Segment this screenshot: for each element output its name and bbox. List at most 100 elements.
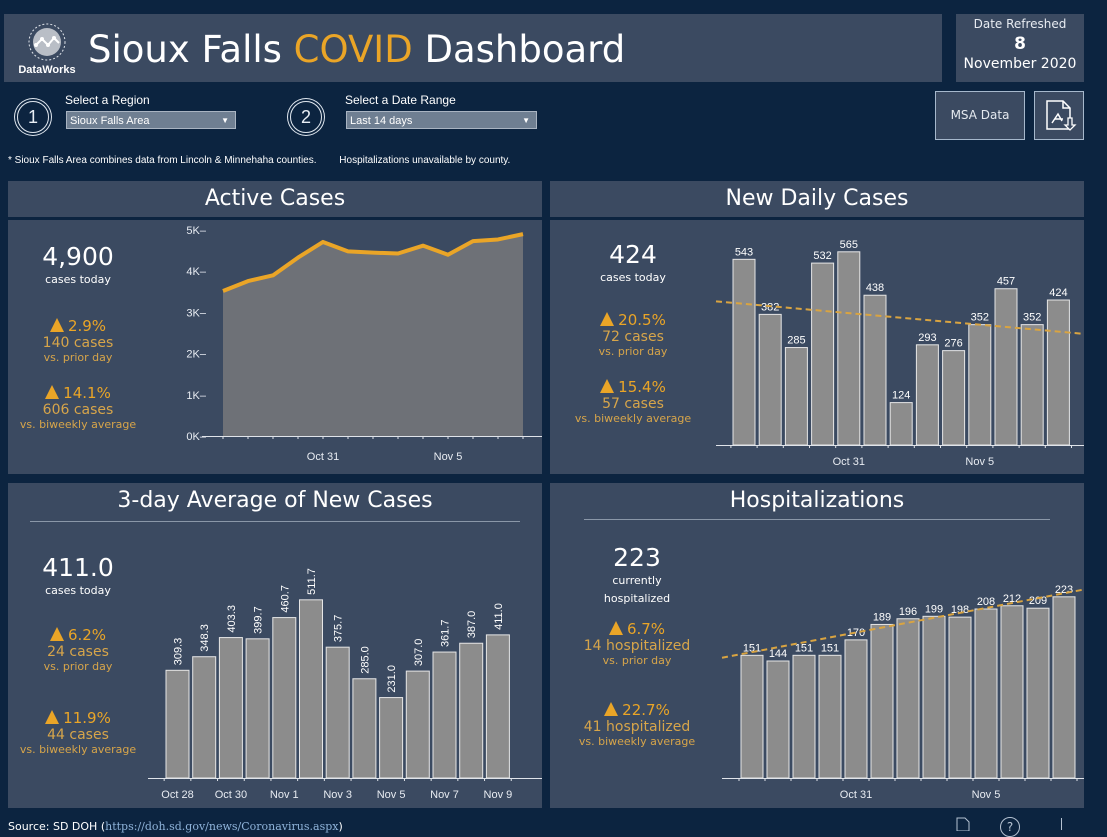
bar (812, 263, 834, 445)
avg3-biweekly-label: vs. biweekly average (3, 743, 153, 756)
msa-data-button[interactable]: MSA Data (935, 91, 1025, 140)
chevron-down-icon: ▼ (522, 112, 530, 130)
data-label: 231.0 (386, 665, 398, 693)
daily-kpi: 424 cases today 20.5% 72 cases vs. prior… (558, 240, 708, 425)
bar (969, 325, 991, 445)
bar (733, 259, 755, 445)
data-label: 352 (971, 312, 989, 324)
x-tick-label: Nov 7 (430, 789, 459, 801)
up-arrow-icon (50, 318, 64, 332)
up-arrow-icon (45, 385, 59, 399)
date-refreshed-day: 8 (956, 34, 1084, 54)
up-arrow-icon (600, 379, 614, 393)
x-tick-label: Oct 28 (161, 789, 193, 801)
active-prior-count: 140 cases (3, 335, 153, 351)
bar (793, 655, 815, 778)
data-label: 285.0 (359, 646, 371, 674)
active-cases-title-bar: Active Cases (8, 181, 542, 217)
bar (890, 403, 912, 445)
bar (193, 657, 216, 778)
title-text: Sioux Falls (88, 28, 294, 71)
date-range-select-value: Last 14 days (350, 115, 412, 127)
data-label: 399.7 (253, 606, 265, 634)
up-arrow-icon (45, 710, 59, 724)
hosp-prior-count: 14 hospitalized (562, 638, 712, 654)
data-label: 209 (1029, 595, 1047, 607)
avg3-prior-label: vs. prior day (3, 660, 153, 673)
up-arrow-icon (50, 627, 64, 641)
title-divider (584, 519, 1050, 520)
data-label: 411.0 (493, 603, 505, 630)
data-label: 196 (899, 606, 917, 618)
region-note: * Sioux Falls Area combines data from Li… (8, 155, 317, 166)
bar (897, 619, 919, 778)
step-1-badge: 1 (17, 101, 49, 133)
data-label: 151 (795, 642, 813, 654)
hosp-prior-label: vs. prior day (562, 654, 712, 667)
new-daily-cases-title: New Daily Cases (550, 186, 1084, 211)
bar (406, 671, 429, 778)
x-tick-label: Nov 3 (323, 789, 352, 801)
bar (949, 617, 971, 778)
data-label: 348.3 (199, 624, 211, 652)
data-label: 151 (821, 642, 839, 654)
bar (1001, 606, 1023, 778)
y-tick-label: 2K– (186, 349, 206, 361)
step-2-badge: 2 (290, 101, 322, 133)
bar (433, 652, 456, 778)
bar (486, 635, 509, 778)
source-footer: Source: SD DOH (https://doh.sd.gov/news/… (8, 820, 343, 833)
region-filter-label: Select a Region (65, 93, 150, 107)
hosp-biweekly-count: 41 hospitalized (562, 719, 712, 735)
up-arrow-icon (600, 312, 614, 326)
data-label: 424 (1049, 287, 1067, 299)
bar (838, 252, 860, 445)
bar (246, 639, 269, 778)
bar (741, 655, 763, 778)
data-label: 293 (918, 332, 936, 344)
data-label: 457 (997, 276, 1015, 288)
help-icon[interactable]: ? (1000, 817, 1020, 837)
hosp-prior-pct: 6.7% (562, 620, 712, 638)
bar (871, 624, 893, 778)
source-close: ) (338, 820, 342, 833)
data-label: 532 (813, 250, 831, 262)
x-tick-label: Oct 31 (307, 451, 339, 463)
data-label: 309.3 (173, 638, 185, 666)
active-prior-label: vs. prior day (3, 351, 153, 364)
bar (767, 661, 789, 778)
x-tick-label: Nov 1 (270, 789, 299, 801)
share-icon[interactable] (955, 817, 971, 831)
hospitalization-note: Hospitalizations unavailable by county. (339, 155, 510, 166)
divider (1061, 818, 1062, 830)
data-label: 285 (787, 335, 805, 347)
bar (995, 289, 1017, 445)
date-refreshed-label: Date Refreshed (956, 17, 1084, 31)
daily-prior-pct: 20.5% (558, 311, 708, 329)
chevron-down-icon: ▼ (221, 112, 229, 130)
region-select-value: Sioux Falls Area (70, 115, 149, 127)
bar (785, 348, 807, 445)
x-tick-label: Nov 5 (434, 451, 463, 463)
bar (975, 609, 997, 778)
bar (1027, 608, 1049, 778)
data-label: 375.7 (333, 615, 345, 643)
active-value-label: cases today (3, 271, 153, 289)
title-text-end: Dashboard (413, 28, 626, 71)
active-prior-pct: 2.9% (3, 317, 153, 335)
source-link[interactable]: https://doh.sd.gov/news/Coronavirus.aspx (105, 820, 338, 833)
avg3-biweekly-pct: 11.9% (3, 709, 153, 727)
pdf-download-button[interactable] (1034, 91, 1084, 140)
daily-biweekly-count: 57 cases (558, 396, 708, 412)
hosp-value-label-1: currently (562, 572, 712, 590)
daily-value-label: cases today (558, 269, 708, 287)
hosp-kpi: 223 currently hospitalized 6.7% 14 hospi… (562, 543, 712, 748)
daily-biweekly-pct: 15.4% (558, 378, 708, 396)
date-range-select[interactable]: Last 14 days ▼ (346, 111, 537, 129)
data-label: 170 (847, 627, 865, 639)
region-select[interactable]: Sioux Falls Area ▼ (66, 111, 236, 129)
active-value: 4,900 (3, 242, 153, 271)
data-label: 543 (735, 246, 753, 258)
source-label: Source: SD DOH ( (8, 820, 105, 833)
